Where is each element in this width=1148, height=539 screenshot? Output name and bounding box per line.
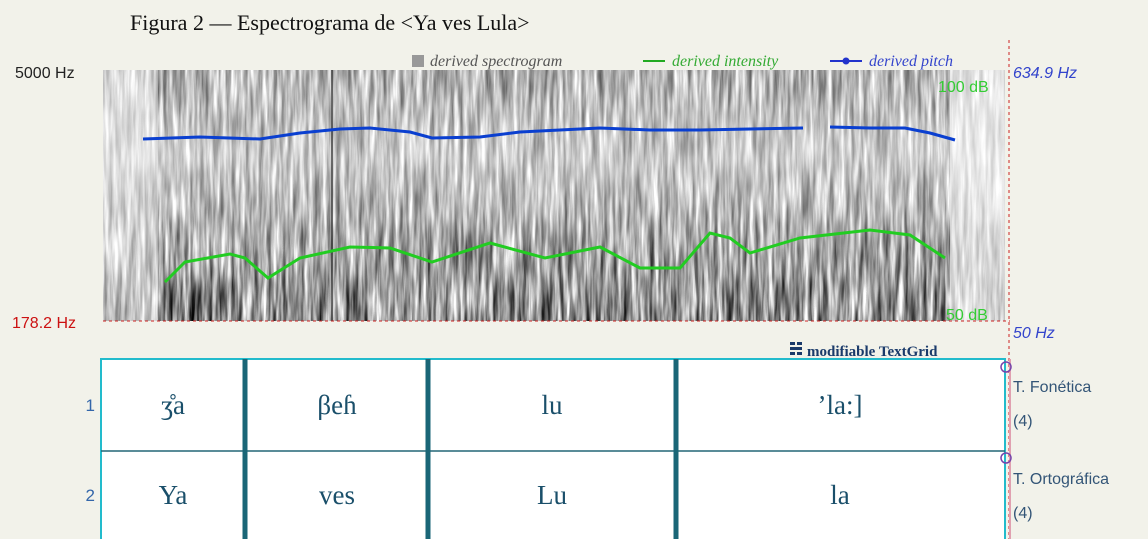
figure-title: Figura 2 — Espectrograma de <Ya ves Lula…: [130, 10, 530, 35]
tier-count: (4): [1013, 505, 1033, 522]
textgrid[interactable]: [100, 358, 1006, 539]
cursor-frequency: 178.2 Hz: [12, 315, 76, 332]
spectrogram-fade: [103, 70, 1005, 321]
tier-name[interactable]: T. Fonética: [1013, 379, 1091, 396]
spectrogram-silence: [950, 70, 1005, 321]
intensity-bottom: 50 dB: [946, 307, 988, 324]
legend-swatch: [412, 55, 424, 67]
spectrogram: [103, 70, 1005, 321]
interval-text[interactable]: ves: [319, 480, 355, 510]
interval-text[interactable]: la: [830, 480, 850, 510]
intensity-top: 100 dB: [938, 79, 989, 96]
pitch-bottom: 50 Hz: [1013, 325, 1055, 342]
pitch-curve: [142, 125, 956, 142]
interval-text[interactable]: lu: [541, 390, 563, 420]
legend-pitch: derived pitch: [869, 53, 953, 70]
spectrogram-silence: [103, 70, 158, 321]
tiers: 1 T. Fonética (4) ʒ̊a βeɦ lu ’la:] 2 T. Ortográf…: [86, 379, 1110, 522]
legend-spectrogram: derived spectrogram: [430, 53, 562, 70]
tier-count: (4): [1013, 413, 1033, 430]
tier-number: 1: [86, 396, 95, 415]
pitch-top: 634.9 Hz: [1013, 65, 1077, 82]
tier-name[interactable]: T. Ortográfica: [1013, 471, 1109, 488]
interval-text[interactable]: ʒ̊a: [161, 390, 185, 420]
pitch-line: [829, 125, 956, 142]
interval-text[interactable]: βeɦ: [317, 390, 357, 420]
tier-handle[interactable]: [1000, 361, 1012, 373]
interval-text[interactable]: Lu: [537, 480, 567, 510]
legend-swatch: [842, 57, 850, 65]
intensity-curve: [163, 228, 946, 284]
frequency-top: 5000 Hz: [15, 65, 75, 82]
tier-handle[interactable]: [1000, 452, 1012, 464]
interval-text[interactable]: ’la:]: [818, 390, 863, 420]
pitch-line: [142, 126, 804, 141]
textgrid-header: modifiable TextGrid: [790, 342, 938, 360]
interval-text[interactable]: Ya: [159, 480, 188, 510]
textgrid-label: modifiable TextGrid: [807, 344, 938, 360]
legend-intensity: derived intensity: [672, 53, 779, 70]
tier-number: 2: [86, 486, 95, 505]
